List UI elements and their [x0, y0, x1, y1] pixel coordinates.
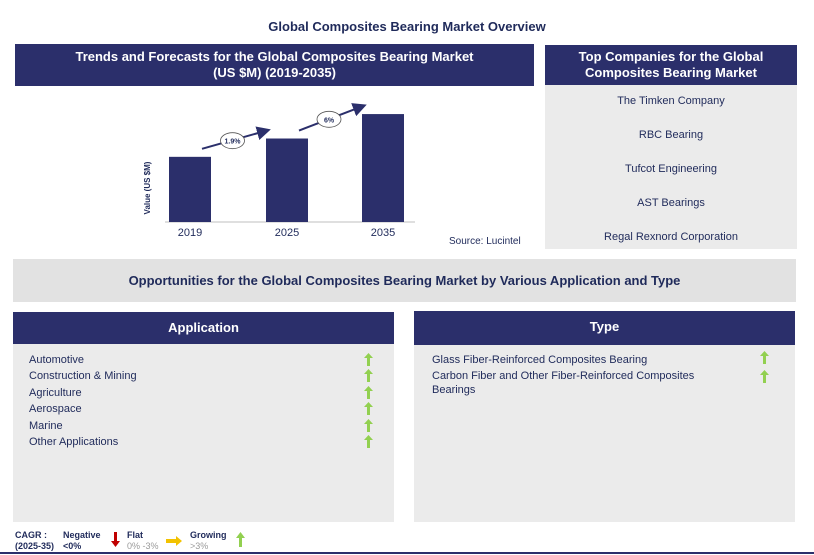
- company-item: The Timken Company: [617, 95, 725, 107]
- growth-badge-2: [316, 110, 342, 128]
- trends-chart-svg: Value (US $M) 2019 2025 2035 1.9% 6%: [143, 103, 415, 239]
- growing-up-arrow-icon: [364, 435, 373, 448]
- legend-cagr-period: (2025-35): [15, 541, 55, 551]
- application-item-automotive: Automotive: [29, 354, 85, 366]
- growing-up-arrow-icon: [364, 419, 373, 432]
- legend-growing-value: >3%: [190, 541, 209, 551]
- y-axis-label: Value (US $M): [143, 161, 152, 214]
- growth-badge-1: [220, 132, 245, 150]
- legend-negative-label: Negative: [63, 530, 101, 540]
- application-item-aerospace: Aerospace: [29, 403, 82, 415]
- flat-right-arrow-icon: [166, 536, 182, 546]
- type-panel: [414, 311, 795, 522]
- opportunities-title: Opportunities for the Global Composites …: [13, 259, 796, 302]
- growing-up-arrow-icon: [236, 532, 245, 547]
- company-item: AST Bearings: [637, 197, 705, 209]
- legend-flat-label: Flat: [127, 530, 144, 540]
- legend-growing-label: Growing: [190, 530, 227, 540]
- trends-header: Trends and Forecasts for the Global Comp…: [15, 44, 534, 86]
- trends-chart: Value (US $M) 2019 2025 2035 1.9% 6%: [130, 100, 420, 250]
- bottom-divider: [0, 552, 814, 554]
- source-note: Source: Lucintel: [449, 236, 521, 247]
- top-companies-title-line2: Composites Bearing Market: [585, 65, 757, 80]
- company-item: Tufcot Engineering: [625, 163, 717, 175]
- negative-down-arrow-icon: [111, 532, 120, 547]
- type-item-glass-fiber: Glass Fiber-Reinforced Composites Bearin…: [432, 354, 648, 366]
- type-item-carbon-fiber: Carbon Fiber and Other Fiber-Reinforced …: [432, 370, 695, 396]
- trends-title-line2: (US $M) (2019-2035): [213, 65, 336, 80]
- x-tick-label-2035: 2035: [371, 227, 395, 239]
- bar-2035: [362, 114, 404, 222]
- bar-2019: [169, 156, 211, 222]
- trends-title-line1: Trends and Forecasts for the Global Comp…: [75, 49, 474, 64]
- legend-negative-value: <0%: [63, 541, 82, 551]
- application-header: Application: [13, 312, 394, 344]
- legend-flat-value: 0% -3%: [127, 541, 159, 551]
- growth-label-1: 1.9%: [225, 139, 242, 146]
- growing-up-arrow-icon: [364, 353, 373, 366]
- legend-cagr-label: CAGR :: [15, 530, 47, 540]
- company-item: RBC Bearing: [638, 129, 704, 141]
- growing-up-arrow-icon: [364, 386, 373, 399]
- application-item-other: Other Applications: [29, 436, 119, 448]
- top-companies-list: The Timken Company RBC Bearing Tufcot En…: [545, 85, 797, 249]
- company-item: Regal Rexnord Corporation: [604, 231, 738, 243]
- application-item-agriculture: Agriculture: [29, 387, 82, 399]
- growing-up-arrow-icon: [364, 402, 373, 415]
- application-item-marine: Marine: [29, 420, 63, 432]
- top-companies-title-line1: Top Companies for the Global: [578, 49, 764, 64]
- growing-up-arrow-icon: [364, 369, 373, 382]
- growth-label-2: 6%: [324, 117, 335, 124]
- top-companies-header: Top Companies for the Global Composites …: [545, 45, 797, 85]
- page-title: Global Composites Bearing Market Overvie…: [268, 19, 546, 34]
- x-tick-label-2019: 2019: [178, 227, 202, 239]
- growing-up-arrow-icon: [760, 351, 769, 364]
- bar-2025: [266, 138, 308, 222]
- type-header: Type: [414, 311, 795, 345]
- application-item-construction-mining: Construction & Mining: [29, 370, 137, 382]
- application-panel: [13, 312, 394, 522]
- growing-up-arrow-icon: [760, 370, 769, 383]
- x-tick-label-2025: 2025: [275, 227, 299, 239]
